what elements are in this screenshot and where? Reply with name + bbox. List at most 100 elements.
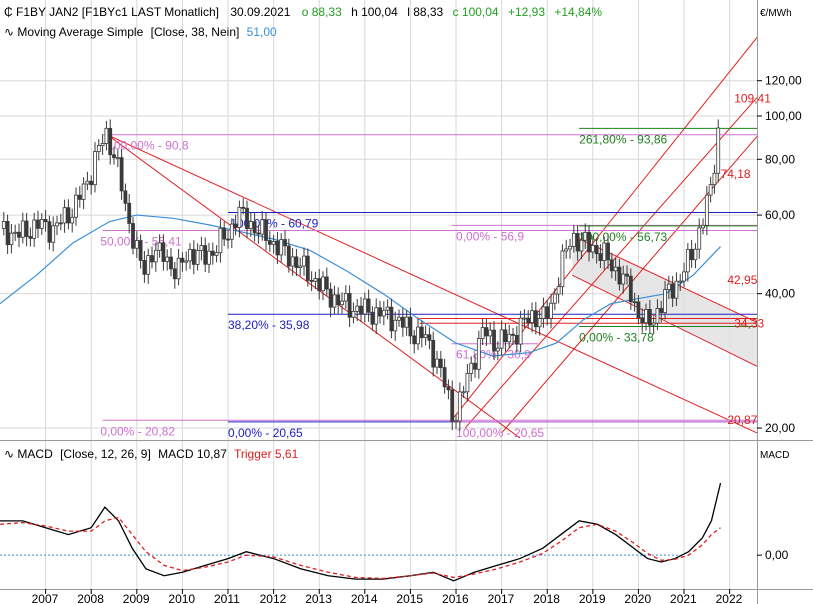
candle-body [621, 273, 626, 285]
candle-body [587, 231, 591, 253]
price-tick-label: 80,00 [765, 152, 795, 166]
candle-body [96, 145, 101, 152]
candle-body [203, 245, 208, 265]
candle-body [28, 236, 33, 239]
candle-body [62, 207, 67, 224]
header-line: ₵ F1BY JAN2 [F1BYc1 LAST Monatlich] 30.0… [4, 5, 602, 19]
candle-body [89, 180, 94, 186]
candle-body [697, 227, 702, 250]
candle-body [207, 250, 211, 265]
candle-body [484, 327, 489, 337]
candle-body [39, 219, 44, 229]
fib-blue-mid-label: 38,20% - 35,98 [228, 318, 310, 332]
candle-body [533, 310, 538, 328]
x-tick-label: 2009 [123, 592, 150, 604]
candle-body [682, 271, 686, 282]
level-label-20,87: 20,87 [727, 413, 757, 427]
macd-value: MACD 10,87 [158, 447, 227, 461]
candle-body [674, 280, 679, 299]
candle-body [226, 238, 230, 241]
candle-body [271, 240, 276, 245]
candle-body [647, 308, 652, 326]
x-tick-label: 2018 [533, 592, 560, 604]
candle-body [153, 249, 158, 263]
candle-body [324, 276, 329, 290]
candle-body [556, 286, 561, 295]
candle-body [564, 248, 569, 252]
candle-body [267, 240, 272, 245]
candle-body [248, 221, 253, 230]
candle-body [617, 266, 622, 285]
x-tick-label: 2021 [670, 592, 697, 604]
candle-body [678, 280, 683, 283]
candle-body [518, 317, 523, 345]
candle-body [302, 255, 306, 267]
candle-body [195, 250, 200, 265]
candle-body [115, 157, 120, 160]
candle-body [670, 283, 675, 299]
candle-body [184, 260, 189, 263]
macd-panel [0, 441, 757, 589]
candle-body [594, 244, 599, 255]
candle-body [473, 362, 477, 370]
candle-body [712, 172, 717, 186]
candle-body [655, 308, 660, 324]
candle-body [252, 221, 257, 234]
candle-body [9, 232, 14, 246]
candle-body [389, 306, 394, 332]
candle-body [514, 334, 519, 345]
candle-body [119, 157, 124, 192]
candle-body [632, 301, 637, 304]
fib-pink2-high-label: 0,00% - 56,9 [456, 229, 524, 243]
candle-body [537, 318, 542, 328]
candle-body [191, 249, 196, 265]
candle-body [218, 227, 223, 254]
candle-body [313, 278, 318, 282]
candle-body [66, 207, 71, 224]
candle-body [659, 308, 664, 313]
candle-body [435, 358, 439, 368]
header-high: h 100,04 [351, 5, 398, 19]
x-tick-label: 2022 [716, 592, 743, 604]
candle-body [644, 308, 648, 324]
candle-body [17, 231, 21, 238]
candle-body [708, 184, 713, 196]
ma-icon: ∿ [4, 25, 14, 39]
candle-body [602, 242, 607, 261]
x-tick-label: 2007 [32, 592, 59, 604]
header-date: 30.09.2021 [230, 5, 290, 19]
x-tick-label: 2017 [488, 592, 515, 604]
candle-body [366, 298, 371, 313]
candle-body [47, 221, 52, 243]
price-tick-label: 20,00 [765, 421, 795, 435]
candle-body [598, 253, 603, 261]
candle-body [522, 317, 527, 320]
candle-body [161, 242, 166, 262]
macd-label: MACD [17, 447, 53, 461]
macd-unit: MACD [760, 450, 789, 461]
candle-body [210, 250, 215, 256]
ma-header: ∿ Moving Average Simple [Close, 38, Nein… [4, 25, 277, 39]
candle-body [172, 268, 177, 280]
fib-green-high-label: 261,80% - 93,86 [579, 132, 667, 146]
candle-body [237, 206, 242, 228]
symbol-title: F1BY JAN2 [F1BYc1 LAST Monatlich] [16, 5, 219, 19]
candle-body [442, 367, 447, 388]
candle-body [480, 327, 485, 339]
candle-body [77, 194, 82, 200]
candle-body [176, 257, 181, 280]
candle-body [290, 256, 295, 267]
candle-body [378, 307, 382, 317]
candle-body [305, 255, 310, 281]
candle-body [461, 391, 466, 394]
candle-body [488, 329, 493, 337]
x-tick-label: 2008 [77, 592, 104, 604]
candle-body [412, 335, 417, 345]
price-unit: €/MWh [760, 8, 792, 19]
candle-body [81, 183, 86, 200]
x-tick-label: 2011 [214, 592, 240, 604]
candle-body [51, 225, 56, 243]
candle-body [685, 248, 690, 273]
candle-body [229, 223, 234, 240]
macd-tick-label: 0,00 [765, 548, 789, 562]
